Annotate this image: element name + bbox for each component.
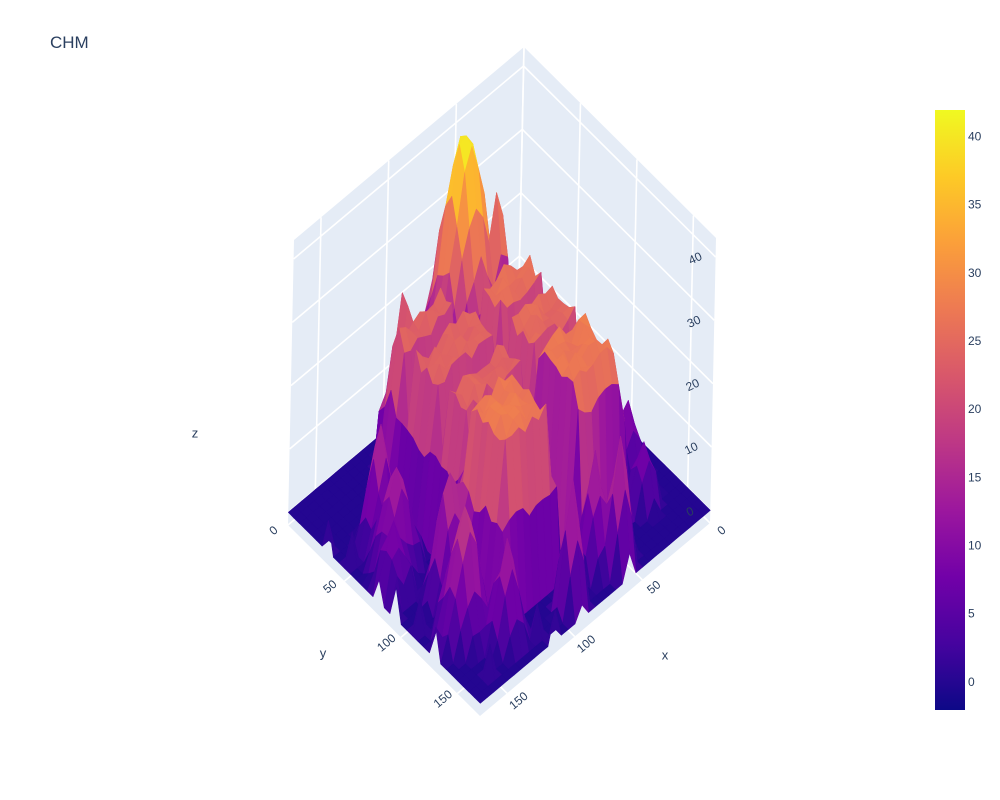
colorbar-gradient: [935, 110, 965, 710]
x-tick-label: 50: [644, 577, 663, 597]
colorbar-tick-label: 5: [968, 607, 975, 621]
colorbar-tick-label: 25: [968, 334, 982, 348]
colorbar-tick-label: 0: [968, 675, 975, 689]
colorbar-tick-label: 40: [968, 129, 982, 143]
y-tick-label: 50: [320, 577, 339, 597]
colorbar-tick-label: 20: [968, 402, 982, 416]
z-axis-label: z: [192, 425, 199, 440]
x-tick-label: 0: [714, 523, 728, 538]
x-axis-label: x: [662, 647, 669, 662]
y-axis-label: y: [320, 645, 327, 660]
colorbar-tick-label: 35: [968, 198, 982, 212]
x-tick-label: 150: [506, 689, 531, 713]
y-tick-label: 0: [266, 523, 280, 538]
colorbar-tick-label: 10: [968, 539, 982, 553]
colorbar: 0 5 10 15 20 25 30 35 40: [935, 110, 982, 710]
x-tick-label: 100: [574, 632, 599, 656]
colorbar-tick-label: 15: [968, 470, 982, 484]
colorbar-tick-label: 30: [968, 266, 982, 280]
y-tick-label: 150: [431, 687, 456, 711]
y-tick-label: 100: [374, 631, 399, 655]
